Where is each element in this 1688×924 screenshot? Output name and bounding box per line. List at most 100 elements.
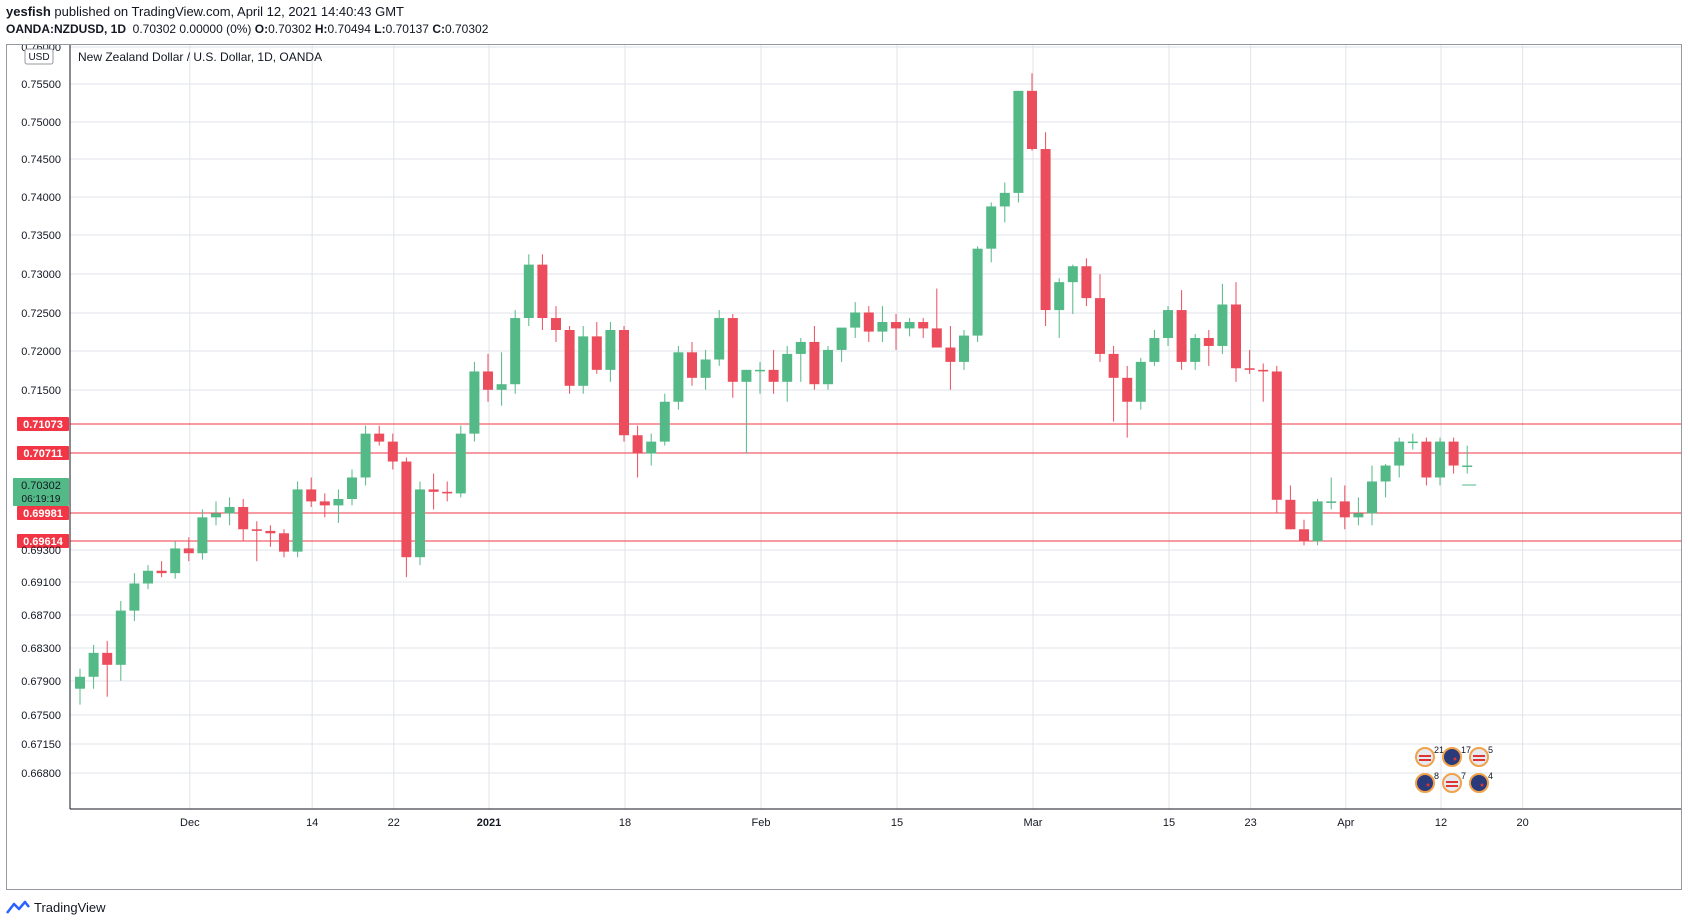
currency-label: USD [28,52,49,63]
candle-body [115,610,126,665]
candle [972,246,983,342]
candle [115,601,126,681]
y-tick-label: 0.69100 [21,577,61,589]
candle-body [1271,371,1282,500]
candle [1081,258,1092,307]
low-label: L: [374,22,386,36]
candle-body [727,318,738,382]
candle-body [347,477,357,500]
x-tick-label: Mar [1024,817,1043,829]
candle [428,473,439,510]
candle-body [1285,499,1296,530]
candle-body [183,548,194,554]
candle-body [959,335,969,362]
y-tick-label: 0.71500 [21,385,61,397]
symbol-label[interactable]: OANDA:NZDUSD, 1D [6,22,126,36]
event-badges[interactable]: 21 17 5 8 7 4 [1415,745,1493,793]
candle [1407,433,1418,450]
candle [251,521,262,562]
candle-body [1448,441,1459,466]
event-badge-count: 8 [1434,771,1439,781]
candle-body [374,433,385,442]
horizontal-levels[interactable]: 0.71073 0.70711 0.69981 0.69614 [17,417,1681,548]
candle [265,525,276,547]
candle [823,345,833,390]
candle [836,327,847,362]
candle-body [333,499,344,506]
tradingview-brand[interactable]: TradingView [34,899,106,915]
tradingview-logo-icon[interactable] [6,900,30,914]
last-price-label: 0.70302 [21,480,61,492]
candle-body [986,206,997,249]
candle [510,310,521,394]
candle [224,497,235,526]
author-name[interactable]: yesfish [6,4,51,19]
y-tick-label: 0.74000 [21,192,61,204]
candle [768,349,779,394]
candle-body [1054,282,1065,311]
candle [1217,283,1228,354]
candle [374,425,385,446]
event-badge[interactable]: 21 [1415,745,1444,767]
nz-flag-icon [1415,773,1435,793]
candle [1067,264,1078,315]
candle-body [1176,310,1187,362]
candle [687,341,697,386]
candle-body [646,441,657,454]
candle [795,337,806,382]
flag-stripe [1419,755,1431,757]
candle-body [1013,90,1024,193]
candle [659,393,670,446]
candle-body [306,489,317,502]
candle [605,322,616,382]
y-tick-label: 0.67500 [21,710,61,722]
candle [999,182,1010,223]
event-badge[interactable]: 5 [1469,745,1493,767]
candle [496,352,507,406]
candle [727,314,738,398]
candle [578,326,589,394]
candle-body [1081,266,1092,299]
candle [1271,365,1282,514]
event-badge[interactable]: 17 [1442,745,1471,767]
candle [1367,465,1377,526]
y-tick-label: 0.68300 [21,643,61,655]
candle [1203,330,1214,366]
candle-body [1040,149,1051,311]
candle-body [292,489,303,552]
candle-body [1149,337,1160,362]
candle-body [496,384,507,390]
candle [143,565,153,590]
event-badge[interactable]: 7 [1442,771,1466,793]
event-badge[interactable]: 8 [1415,771,1439,793]
candle-body [442,491,453,494]
candle [170,541,181,579]
candle-body [768,369,779,382]
candle-body [891,322,901,329]
candle-body [1135,361,1146,402]
candle [1054,278,1065,338]
candle-body [1163,310,1173,338]
candle [673,345,684,410]
level-price-tag [17,534,69,548]
candle-body [537,264,548,319]
candle-body [823,349,833,385]
candle-body [428,489,439,492]
x-tick-label: 2021 [477,817,501,829]
candle [1231,282,1241,382]
candle-body [551,318,561,330]
candle-body [795,341,806,354]
candle [1190,333,1201,370]
candle [959,330,969,370]
footer: TradingView [6,897,106,917]
candle [863,306,874,342]
candle [1448,437,1459,474]
candle [1108,345,1119,422]
candle-body [1462,465,1473,468]
currency-box[interactable] [24,48,54,65]
flag-stripe [1446,785,1458,787]
event-badge[interactable]: 4 [1469,771,1493,793]
y-tick-label: 0.67150 [21,739,61,751]
